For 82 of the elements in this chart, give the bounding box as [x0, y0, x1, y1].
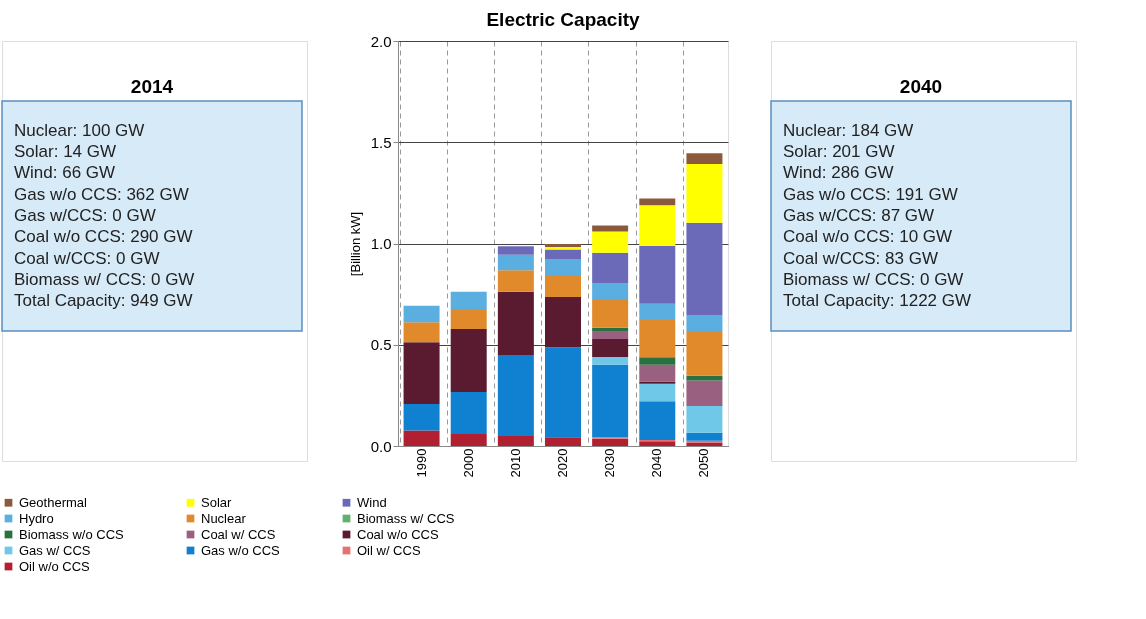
bar: [639, 303, 676, 321]
bar: [592, 357, 629, 365]
x-tick-label: 2030: [602, 448, 618, 478]
x-tick-label: 2020: [555, 448, 570, 478]
bar: [592, 231, 629, 253]
bar: [686, 153, 723, 164]
legend-label: Solar: [201, 494, 233, 510]
chart-title: Electric Capacity: [486, 9, 640, 30]
bar: [497, 291, 534, 355]
bar: [639, 320, 676, 358]
text: 2040 Nuclear: 184 GW Solar: 201 GW Wind: 286 GW Gas w/o CCS: 191 GW Gas w/CCS: 87 GW Coal w/o CCS: 10 GW Coal w/CCS: 83 GW Biomass w/ CCS: 0 GW Total Capacity: 1222 GW: [783, 76, 972, 311]
bar: [592, 339, 629, 358]
bar: [686, 163, 723, 223]
bar: [545, 274, 581, 297]
legend-label: Gas w/ CCS: [19, 542, 91, 558]
y-tick-label: 1.0: [370, 235, 392, 252]
bar: [497, 254, 534, 271]
legend-label: Biomass w/ CCS: [357, 510, 455, 526]
bar: [592, 252, 629, 283]
bar: [592, 327, 629, 332]
bar: [639, 357, 676, 365]
bar: [639, 245, 676, 304]
bar: [686, 432, 723, 441]
bar: [497, 246, 534, 255]
x-tick-label: 2040: [649, 448, 665, 478]
legend-label: Coal w/o CCS: [357, 526, 439, 542]
bar: [639, 205, 676, 246]
bar: [497, 270, 534, 292]
bar: [592, 364, 629, 438]
bar: [450, 434, 487, 446]
bar: [592, 225, 629, 232]
legend-label: Nuclear: [201, 510, 247, 526]
bar: [686, 314, 723, 331]
bar: [639, 383, 676, 402]
bar: [403, 342, 440, 404]
bar: [403, 430, 440, 446]
bar: [639, 381, 676, 384]
x-tick-label: 2050: [696, 448, 712, 478]
legend-label: Gas w/o CCS: [201, 542, 281, 558]
y-tick-label: 1.5: [370, 133, 392, 151]
bar: [450, 391, 487, 435]
y-tick-label: 2.0: [370, 32, 392, 50]
bar: [403, 403, 440, 431]
bar: [639, 441, 676, 446]
legend-label: Wind: [357, 494, 387, 510]
bar: [686, 380, 723, 406]
bar: [450, 291, 487, 309]
x-tick-label: 2000: [460, 448, 476, 478]
bar: [592, 331, 629, 340]
bar: [639, 198, 676, 206]
y-tick-label: 0.0: [370, 437, 392, 455]
bar: [639, 401, 676, 440]
legend-label: Coal w/ CCS: [201, 526, 276, 542]
y-tick-label: 0.5: [370, 336, 392, 354]
bar: [545, 437, 581, 446]
text: 2014 Nuclear: 100 GW Solar: 14 GW Wind: 66 GW Gas w/o CCS: 362 GW Gas w/CCS: 0 GW Coal w/o CCS: 290 GW Coal w/CCS: 0 GW Biomass w/ CCS: 0 GW Total Capacity: 949 GW: [14, 76, 195, 311]
bar: [545, 296, 581, 348]
bar: [497, 435, 534, 446]
bar: [686, 222, 723, 315]
bar: [403, 305, 440, 323]
bar: [592, 298, 629, 328]
legend-label: Biomass w/o CCS: [19, 526, 125, 542]
bar: [686, 330, 723, 376]
y-axis-title: [Billion kW]: [347, 211, 363, 277]
bar: [592, 438, 629, 446]
bar: [592, 282, 629, 299]
bar: [450, 328, 487, 392]
x-tick-label: 1990: [413, 448, 429, 478]
x-tick-label: 2010: [507, 448, 523, 478]
bar: [545, 347, 581, 438]
bar: [545, 249, 581, 259]
legend-label: Hydro: [19, 510, 54, 526]
bar: [686, 375, 723, 381]
bar: [497, 354, 534, 436]
bar: [639, 364, 676, 382]
bar: [686, 405, 723, 433]
bar: [450, 308, 487, 329]
bar: [403, 322, 440, 343]
bar: [545, 258, 581, 275]
legend-label: Geothermal: [19, 494, 88, 510]
legend-label: Oil w/o CCS: [19, 558, 91, 574]
legend-label: Oil w/ CCS: [357, 542, 421, 558]
